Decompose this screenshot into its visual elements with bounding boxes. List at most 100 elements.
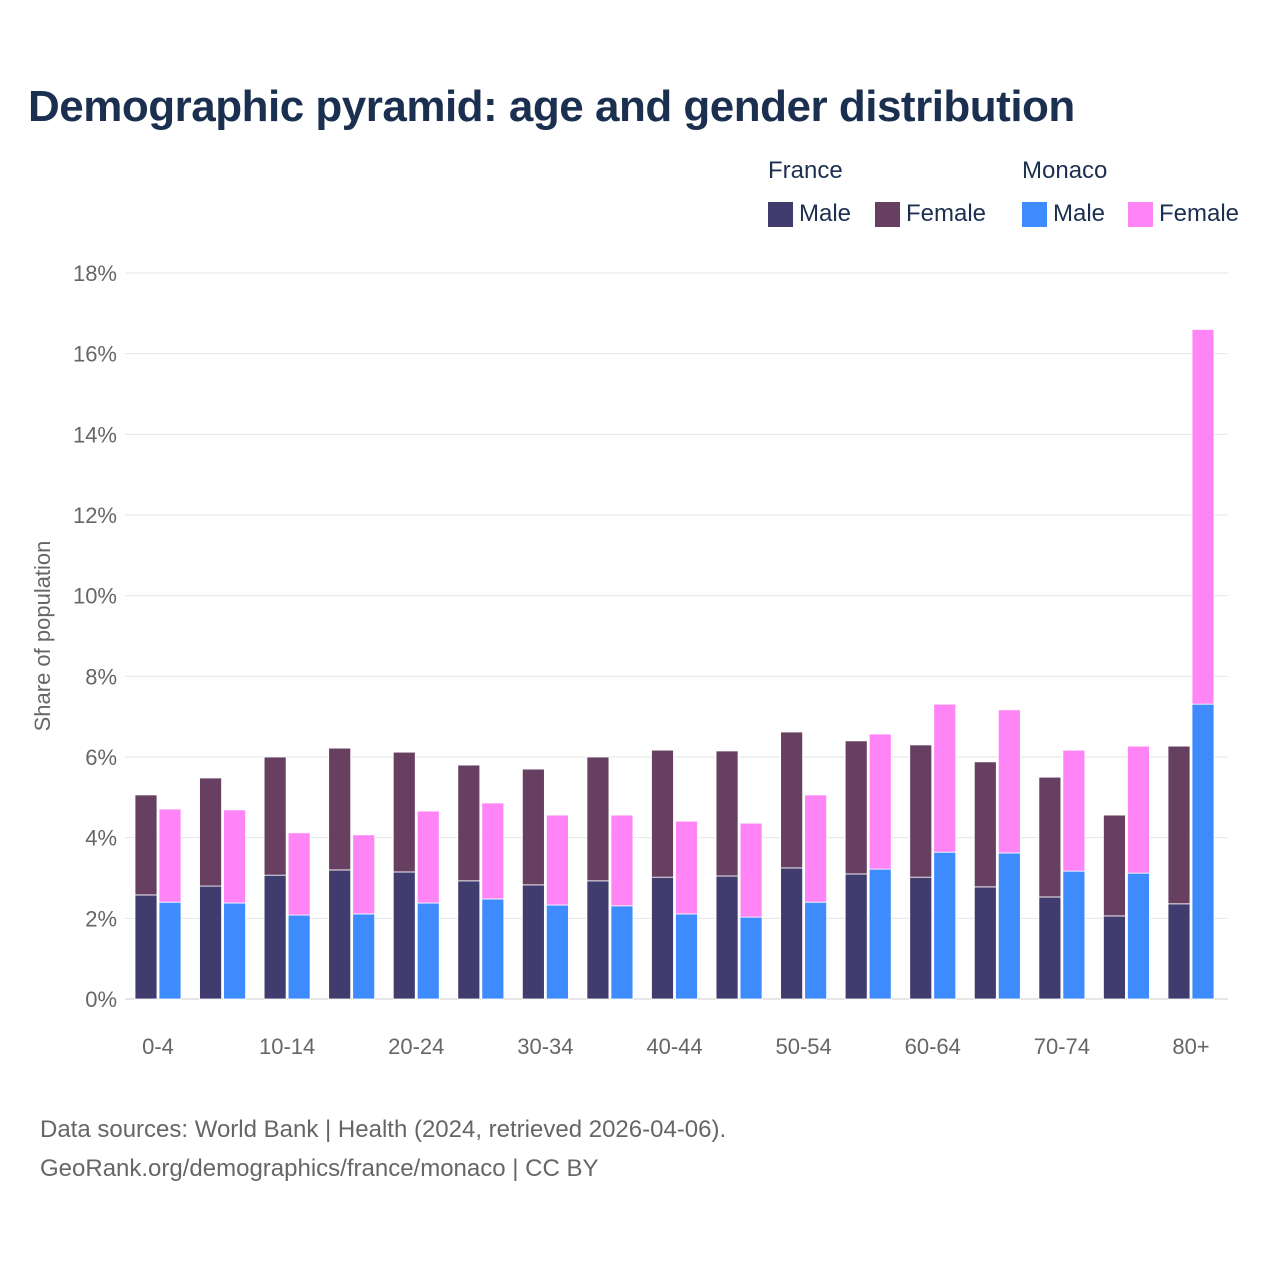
bar-monaco-female-30-34[interactable] <box>545 814 569 906</box>
legend-swatch <box>1022 201 1047 227</box>
x-tick-label: 0-4 <box>142 1034 174 1059</box>
bar-monaco-female-60-64[interactable] <box>933 703 957 853</box>
bar-monaco-female-55-59[interactable] <box>868 733 892 870</box>
bar-france-male-70-74[interactable] <box>1038 896 1062 1000</box>
legend-swatch <box>875 201 900 227</box>
bar-monaco-male-80+[interactable] <box>1191 703 1215 1000</box>
bar-france-female-0-4[interactable] <box>134 794 158 896</box>
bar-france-male-75-79[interactable] <box>1103 915 1126 1000</box>
bar-france-female-65-69[interactable] <box>973 761 997 888</box>
bar-monaco-male-15-19[interactable] <box>352 913 376 1000</box>
y-tick-label: 2% <box>85 906 117 931</box>
legend-group-france: France <box>768 157 843 184</box>
y-tick-label: 4% <box>85 826 117 851</box>
bar-monaco-female-10-14[interactable] <box>287 832 311 916</box>
bar-monaco-male-50-54[interactable] <box>804 901 828 1000</box>
bar-monaco-female-50-54[interactable] <box>804 794 828 903</box>
legend-label: Female <box>906 200 987 227</box>
bar-monaco-male-35-39[interactable] <box>610 905 634 1000</box>
bar-france-male-50-54[interactable] <box>780 867 804 1000</box>
legend-label: Male <box>799 200 852 227</box>
y-tick-label: 10% <box>73 584 117 609</box>
bar-monaco-male-25-29[interactable] <box>481 898 505 1000</box>
bar-france-female-50-54[interactable] <box>780 731 804 869</box>
bar-france-male-30-34[interactable] <box>521 884 545 1000</box>
y-tick-label: 8% <box>85 664 117 689</box>
bar-france-female-70-74[interactable] <box>1038 776 1062 898</box>
bar-france-female-25-29[interactable] <box>457 764 481 882</box>
y-tick-label: 0% <box>85 987 117 1012</box>
bar-monaco-male-10-14[interactable] <box>287 914 311 1000</box>
bar-monaco-male-65-69[interactable] <box>997 852 1021 1000</box>
bar-france-female-20-24[interactable] <box>392 751 416 873</box>
bar-france-male-45-49[interactable] <box>715 875 739 1000</box>
x-tick-label: 40-44 <box>646 1034 702 1059</box>
y-tick-label: 6% <box>85 745 117 770</box>
bar-france-male-80+[interactable] <box>1167 903 1191 1000</box>
bar-monaco-male-60-64[interactable] <box>933 851 957 1000</box>
bar-france-male-55-59[interactable] <box>844 873 868 1000</box>
footer-attribution[interactable]: GeoRank.org/demographics/france/monaco |… <box>40 1155 599 1182</box>
legend-monaco-male[interactable]: Male <box>1022 200 1105 228</box>
bar-france-male-25-29[interactable] <box>457 880 481 1000</box>
bar-france-male-65-69[interactable] <box>973 886 997 1000</box>
bar-monaco-female-40-44[interactable] <box>675 820 698 915</box>
bar-france-male-60-64[interactable] <box>909 876 933 1000</box>
bar-monaco-female-15-19[interactable] <box>352 834 376 915</box>
bar-france-male-20-24[interactable] <box>392 871 416 1000</box>
bar-france-male-0-4[interactable] <box>134 894 158 1000</box>
bar-monaco-male-5-9[interactable] <box>223 902 246 1000</box>
bar-monaco-male-30-34[interactable] <box>545 904 569 1000</box>
bar-monaco-female-70-74[interactable] <box>1062 749 1086 872</box>
bar-france-male-40-44[interactable] <box>651 876 674 1000</box>
bar-monaco-female-35-39[interactable] <box>610 814 634 907</box>
legend-group-monaco: Monaco <box>1022 157 1108 184</box>
x-tick-label: 60-64 <box>905 1034 961 1059</box>
x-tick-label: 30-34 <box>517 1034 573 1059</box>
bar-monaco-male-45-49[interactable] <box>739 916 763 1000</box>
bar-monaco-female-0-4[interactable] <box>158 808 182 903</box>
legend-monaco-female[interactable]: Female <box>1128 200 1239 228</box>
bar-france-male-35-39[interactable] <box>586 880 610 1000</box>
bar-monaco-female-80+[interactable] <box>1191 329 1215 705</box>
bar-monaco-female-25-29[interactable] <box>481 802 505 900</box>
bar-france-female-30-34[interactable] <box>521 768 545 886</box>
x-tick-label: 80+ <box>1172 1034 1209 1059</box>
bar-monaco-male-0-4[interactable] <box>158 901 182 1000</box>
bar-france-female-40-44[interactable] <box>651 749 674 878</box>
bar-monaco-female-45-49[interactable] <box>739 822 763 918</box>
legend-france-female[interactable]: Female <box>875 200 986 228</box>
bar-france-female-80+[interactable] <box>1167 745 1191 905</box>
bar-monaco-female-75-79[interactable] <box>1127 745 1150 874</box>
bar-monaco-male-40-44[interactable] <box>675 913 698 1000</box>
footer-sources: Data sources: World Bank | Health (2024,… <box>40 1116 727 1143</box>
bar-france-male-15-19[interactable] <box>328 869 352 1000</box>
bar-monaco-male-70-74[interactable] <box>1062 870 1086 1000</box>
x-tick-label: 50-54 <box>775 1034 831 1059</box>
bar-monaco-female-65-69[interactable] <box>997 709 1021 854</box>
bar-monaco-female-20-24[interactable] <box>416 810 440 904</box>
bar-france-male-10-14[interactable] <box>263 874 287 1000</box>
y-tick-label: 18% <box>73 261 117 286</box>
bar-france-female-10-14[interactable] <box>263 756 287 876</box>
legend-swatch <box>1128 201 1153 227</box>
bar-france-female-55-59[interactable] <box>844 740 868 875</box>
bar-monaco-male-20-24[interactable] <box>416 902 440 1000</box>
bar-france-female-35-39[interactable] <box>586 756 610 882</box>
legend-swatch <box>768 201 793 227</box>
bar-monaco-male-55-59[interactable] <box>868 868 892 1000</box>
y-tick-label: 16% <box>73 342 117 367</box>
bar-france-female-15-19[interactable] <box>328 747 352 871</box>
bar-france-female-75-79[interactable] <box>1103 814 1126 917</box>
y-tick-label: 12% <box>73 503 117 528</box>
bar-france-female-5-9[interactable] <box>199 777 222 887</box>
bar-france-male-5-9[interactable] <box>199 885 222 1000</box>
x-tick-label: 20-24 <box>388 1034 444 1059</box>
bar-monaco-male-75-79[interactable] <box>1127 872 1150 1000</box>
legend-france-male[interactable]: Male <box>768 200 851 228</box>
bar-france-female-45-49[interactable] <box>715 750 739 877</box>
legend-label: Female <box>1159 200 1240 227</box>
bar-monaco-female-5-9[interactable] <box>223 809 246 904</box>
bar-france-female-60-64[interactable] <box>909 744 933 878</box>
